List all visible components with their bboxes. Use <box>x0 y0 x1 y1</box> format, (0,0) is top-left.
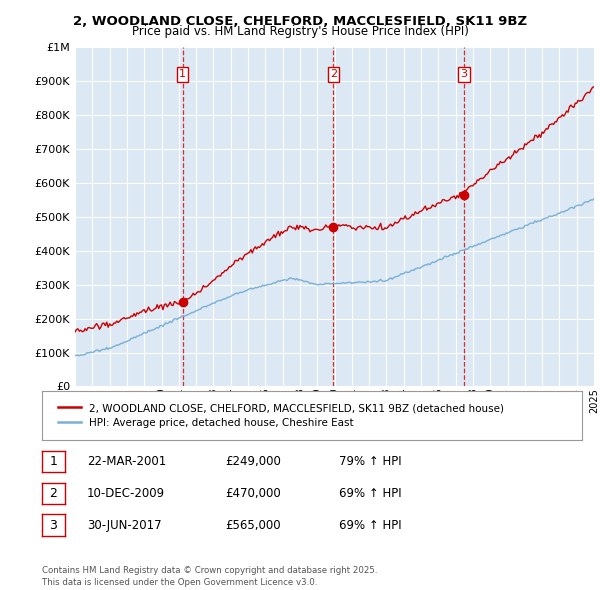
Text: 3: 3 <box>49 519 58 532</box>
Text: 1: 1 <box>179 70 186 79</box>
Text: 2, WOODLAND CLOSE, CHELFORD, MACCLESFIELD, SK11 9BZ: 2, WOODLAND CLOSE, CHELFORD, MACCLESFIEL… <box>73 15 527 28</box>
Text: 69% ↑ HPI: 69% ↑ HPI <box>339 487 401 500</box>
Text: 3: 3 <box>461 70 467 79</box>
Text: Price paid vs. HM Land Registry's House Price Index (HPI): Price paid vs. HM Land Registry's House … <box>131 25 469 38</box>
Text: 69% ↑ HPI: 69% ↑ HPI <box>339 519 401 532</box>
Text: 30-JUN-2017: 30-JUN-2017 <box>87 519 161 532</box>
Text: 22-MAR-2001: 22-MAR-2001 <box>87 455 166 468</box>
Text: 1: 1 <box>49 455 58 468</box>
Text: 2: 2 <box>49 487 58 500</box>
Text: Contains HM Land Registry data © Crown copyright and database right 2025.
This d: Contains HM Land Registry data © Crown c… <box>42 566 377 587</box>
Text: £470,000: £470,000 <box>225 487 281 500</box>
Text: 2: 2 <box>330 70 337 79</box>
Text: £249,000: £249,000 <box>225 455 281 468</box>
Legend: 2, WOODLAND CLOSE, CHELFORD, MACCLESFIELD, SK11 9BZ (detached house), HPI: Avera: 2, WOODLAND CLOSE, CHELFORD, MACCLESFIEL… <box>53 398 509 433</box>
Text: £565,000: £565,000 <box>225 519 281 532</box>
Text: 10-DEC-2009: 10-DEC-2009 <box>87 487 165 500</box>
Text: 79% ↑ HPI: 79% ↑ HPI <box>339 455 401 468</box>
